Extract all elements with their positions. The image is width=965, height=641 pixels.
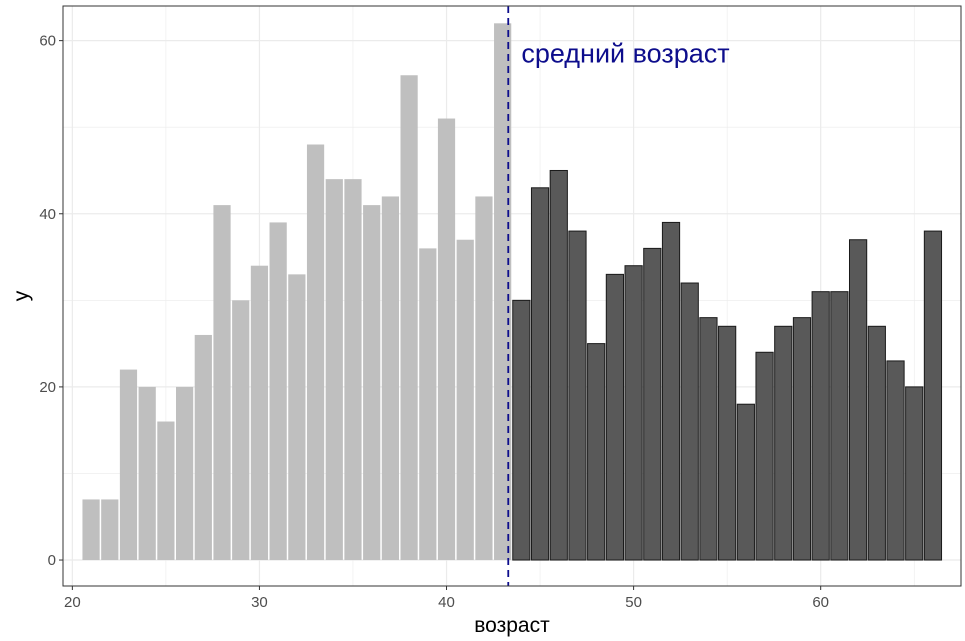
bar-above-mean [512, 299, 531, 561]
bar-below-mean [194, 334, 212, 561]
bar-above-mean [530, 187, 550, 561]
bar-below-mean [82, 499, 100, 561]
bar-below-mean [288, 274, 306, 561]
bar-above-mean [643, 247, 662, 561]
bar-above-mean [792, 317, 812, 561]
bar-below-mean [494, 23, 512, 561]
bar-below-mean [325, 179, 343, 561]
bar-below-mean [400, 75, 418, 561]
bar-above-mean [848, 239, 868, 561]
minor-gridlines [63, 6, 961, 586]
y-tick-label: 60 [39, 33, 56, 50]
bar-below-mean [175, 386, 194, 561]
x-tick-label: 30 [251, 594, 268, 611]
bar-below-mean [381, 196, 400, 561]
bar-above-mean [774, 325, 793, 561]
bar-below-mean [306, 144, 325, 561]
bar-above-mean [587, 343, 606, 561]
bar-above-mean [624, 265, 643, 561]
y-tick-label: 40 [39, 206, 56, 223]
x-tick-label: 40 [438, 594, 455, 611]
bar-above-mean [680, 282, 699, 561]
bar-below-mean [101, 499, 119, 561]
bar-below-mean [456, 239, 474, 561]
mean-age-label: средний возраст [521, 39, 729, 69]
bar-below-mean [213, 205, 231, 561]
bar-above-mean [718, 325, 737, 561]
bar-below-mean [157, 421, 175, 561]
bar-above-mean [923, 230, 943, 561]
bar-below-mean [119, 369, 138, 561]
y-axis-title: y [10, 290, 33, 301]
bar-below-mean [250, 265, 269, 561]
bar-above-mean [699, 317, 718, 561]
bar-above-mean [755, 351, 774, 561]
bar-below-mean [419, 248, 437, 561]
panel-border [62, 5, 962, 587]
bar-above-mean [867, 325, 886, 561]
bar-above-mean [811, 291, 830, 561]
x-tick-label: 50 [625, 594, 642, 611]
bar-above-mean [736, 403, 755, 561]
bar-above-mean [905, 386, 924, 561]
bar-above-mean [549, 169, 568, 561]
bar-below-mean [269, 222, 287, 561]
bar-above-mean [661, 221, 681, 561]
bars [82, 23, 943, 561]
x-tick-label: 20 [64, 594, 81, 611]
y-axis-ticks: 0 20 40 60 [39, 33, 63, 569]
x-axis-ticks: 20 30 40 50 60 [64, 586, 829, 611]
bar-above-mean [830, 291, 849, 561]
bar-below-mean [437, 118, 456, 561]
bar-above-mean [568, 230, 587, 561]
x-tick-label: 60 [812, 594, 829, 611]
y-tick-label: 0 [48, 552, 56, 569]
bar-above-mean [605, 273, 625, 561]
bar-below-mean [138, 386, 156, 561]
bar-above-mean [886, 360, 905, 561]
y-tick-label: 20 [39, 379, 56, 396]
bar-below-mean [363, 205, 381, 561]
bar-below-mean [232, 300, 250, 561]
bar-below-mean [475, 196, 493, 561]
bar-below-mean [344, 179, 362, 561]
x-axis-title: возраст [474, 614, 550, 637]
